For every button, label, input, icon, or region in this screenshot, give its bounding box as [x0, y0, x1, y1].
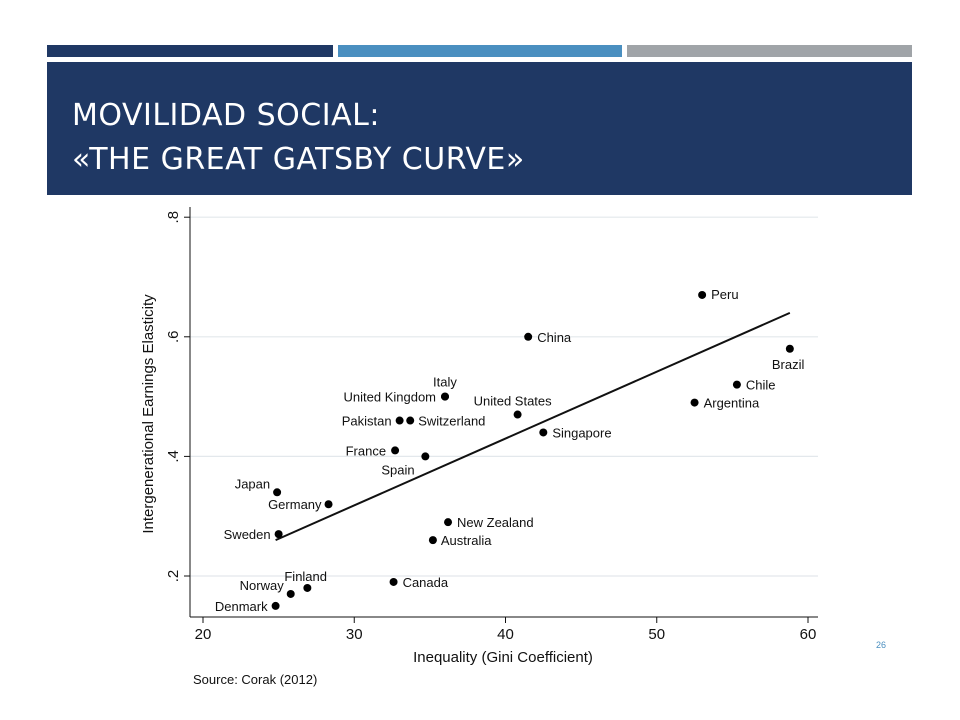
point-label-sweden: Sweden — [224, 527, 271, 542]
x-tick-label: 60 — [800, 626, 817, 643]
slide-number: 26 — [876, 640, 887, 650]
point-argentina — [690, 398, 699, 407]
slide-title-line-2: «THE GREAT GATSBY CURVE» — [72, 142, 525, 177]
point-label-pakistan: Pakistan — [342, 414, 392, 429]
slide-title-line-1: MOVILIDAD SOCIAL: — [72, 98, 380, 133]
accent-bar-gray — [627, 45, 912, 57]
point-label-chile: Chile — [746, 378, 776, 393]
point-label-norway: Norway — [240, 578, 285, 593]
point-france — [391, 446, 400, 455]
x-tick-label: 20 — [195, 626, 212, 643]
point-label-united-states: United States — [474, 394, 553, 409]
point-china — [524, 332, 533, 341]
point-australia — [428, 536, 437, 545]
point-label-japan: Japan — [235, 476, 270, 491]
point-label-singapore: Singapore — [552, 425, 611, 440]
x-tick-label: 40 — [497, 626, 514, 643]
point-label-argentina: Argentina — [704, 396, 760, 411]
y-axis-label: Intergenerational Earnings Elasticity — [140, 294, 157, 534]
point-label-china: China — [537, 330, 572, 345]
fit-line — [275, 311, 791, 542]
x-tick-label: 50 — [648, 626, 665, 643]
point-label-denmark: Denmark — [215, 599, 268, 614]
point-label-brazil: Brazil — [772, 357, 805, 372]
point-brazil — [785, 344, 794, 353]
point-pakistan — [395, 416, 404, 425]
point-chile — [732, 380, 741, 389]
point-switzerland — [406, 416, 415, 425]
point-peru — [698, 290, 707, 299]
y-tick-label: .2 — [165, 570, 182, 583]
point-norway — [286, 589, 295, 598]
y-tick-label: .8 — [165, 211, 182, 224]
y-tick-label: .6 — [165, 331, 182, 344]
point-united-kingdom — [441, 392, 449, 401]
points-layer — [271, 290, 794, 610]
point-label-peru: Peru — [711, 287, 738, 302]
grid-layer — [190, 216, 818, 577]
point-label-new-zealand: New Zealand — [457, 515, 534, 530]
axis-layer: .2 .4 .6 .8 20 30 40 50 60 — [165, 207, 818, 643]
point-label-spain: Spain — [381, 462, 414, 477]
point-finland — [303, 583, 312, 592]
point-singapore — [539, 428, 548, 437]
point-canada — [389, 577, 398, 586]
point-new-zealand — [444, 518, 453, 527]
accent-bar-blue — [338, 45, 622, 57]
y-tick-label: .4 — [165, 450, 182, 463]
point-label-germany: Germany — [268, 497, 322, 512]
point-label-italy: Italy — [433, 375, 457, 390]
point-label-australia: Australia — [441, 533, 492, 548]
point-germany — [324, 500, 333, 509]
x-axis-label: Inequality (Gini Coefficient) — [413, 649, 593, 666]
point-denmark — [271, 601, 280, 610]
point-sweden — [274, 530, 283, 539]
x-tick-label: 30 — [346, 626, 363, 643]
point-label-switzerland: Switzerland — [418, 414, 485, 429]
point-label-united-kingdom: United Kingdom — [344, 390, 437, 405]
title-band — [47, 62, 912, 195]
accent-bar-dark — [47, 45, 333, 57]
point-spain — [421, 452, 430, 461]
point-label-canada: Canada — [403, 575, 449, 590]
point-label-finland: Finland — [284, 569, 327, 584]
point-japan — [273, 488, 282, 497]
point-united-states — [513, 410, 522, 419]
fit-line-layer — [275, 311, 791, 542]
source-note: Source: Corak (2012) — [193, 672, 317, 687]
point-label-france: France — [346, 443, 386, 458]
